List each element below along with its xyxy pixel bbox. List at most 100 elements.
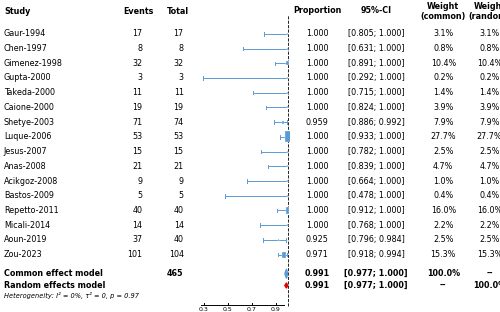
Text: Micali-2014: Micali-2014 [4, 221, 50, 230]
Text: 3.1%: 3.1% [433, 29, 454, 38]
Text: 53: 53 [132, 132, 142, 141]
Text: Gaur-1994: Gaur-1994 [4, 29, 46, 38]
Bar [287, 47, 288, 50]
Text: 10.4%: 10.4% [477, 59, 500, 68]
Text: 101: 101 [127, 250, 142, 259]
Text: 0.971: 0.971 [306, 250, 328, 259]
Text: Caione-2000: Caione-2000 [4, 103, 55, 112]
Text: 15.3%: 15.3% [477, 250, 500, 259]
Text: [0.933; 1.000]: [0.933; 1.000] [348, 132, 405, 141]
Text: 10.4%: 10.4% [430, 59, 456, 68]
Text: [0.891; 1.000]: [0.891; 1.000] [348, 59, 405, 68]
Text: 1.000: 1.000 [306, 221, 328, 230]
Text: 17: 17 [174, 29, 184, 38]
Text: Heterogeneity: I² = 0%, τ² = 0, p = 0.97: Heterogeneity: I² = 0%, τ² = 0, p = 0.97 [4, 292, 139, 299]
Text: 1.000: 1.000 [306, 59, 328, 68]
Text: Zou-2023: Zou-2023 [4, 250, 43, 259]
Text: 1.0%: 1.0% [480, 177, 500, 186]
Text: Total: Total [166, 7, 189, 16]
Bar [286, 61, 288, 66]
Text: 2.2%: 2.2% [479, 221, 500, 230]
Text: 71: 71 [132, 118, 142, 127]
Text: [0.782; 1.000]: [0.782; 1.000] [348, 147, 405, 156]
Text: 0.4%: 0.4% [433, 191, 454, 200]
Bar [287, 77, 288, 79]
Text: 1.000: 1.000 [306, 206, 328, 215]
Text: 2.2%: 2.2% [433, 221, 454, 230]
Bar [287, 151, 288, 153]
Text: 8: 8 [137, 44, 142, 53]
Text: 1.000: 1.000 [306, 147, 328, 156]
Text: 14: 14 [132, 221, 142, 230]
Text: 11: 11 [132, 88, 142, 97]
Text: Proportion: Proportion [293, 6, 342, 15]
Text: 32: 32 [132, 59, 142, 68]
Text: Weight
(random): Weight (random) [468, 2, 500, 22]
Text: 2.5%: 2.5% [479, 235, 500, 244]
Bar [282, 120, 284, 124]
Text: Anas-2008: Anas-2008 [4, 162, 46, 171]
Text: 1.000: 1.000 [306, 74, 328, 82]
Text: [0.631; 1.000]: [0.631; 1.000] [348, 44, 405, 53]
Text: 19: 19 [174, 103, 184, 112]
Text: 21: 21 [174, 162, 184, 171]
Text: 74: 74 [174, 118, 184, 127]
Text: 1.000: 1.000 [306, 103, 328, 112]
Text: 0.991: 0.991 [304, 281, 330, 290]
Text: 1.000: 1.000 [306, 132, 328, 141]
Text: [0.715; 1.000]: [0.715; 1.000] [348, 88, 405, 97]
Text: 0.991: 0.991 [304, 269, 330, 278]
Text: Acikgoz-2008: Acikgoz-2008 [4, 177, 58, 186]
Text: 0.925: 0.925 [306, 235, 328, 244]
Polygon shape [285, 269, 288, 278]
Text: 1.000: 1.000 [306, 44, 328, 53]
Text: 95%-CI: 95%-CI [360, 6, 392, 15]
Text: Aoun-2019: Aoun-2019 [4, 235, 48, 244]
Text: 5: 5 [137, 191, 142, 200]
Text: 40: 40 [132, 206, 142, 215]
Text: 7.9%: 7.9% [479, 118, 500, 127]
Text: 40: 40 [174, 206, 184, 215]
Text: 15: 15 [132, 147, 142, 156]
Text: Gupta-2000: Gupta-2000 [4, 74, 52, 82]
Text: [0.977; 1.000]: [0.977; 1.000] [344, 269, 408, 278]
Text: [0.478; 1.000]: [0.478; 1.000] [348, 191, 405, 200]
Text: --: -- [440, 281, 446, 290]
Text: 11: 11 [174, 88, 184, 97]
Text: 7.9%: 7.9% [433, 118, 454, 127]
Polygon shape [285, 283, 288, 288]
Text: 15.3%: 15.3% [430, 250, 456, 259]
Text: 16.0%: 16.0% [430, 206, 456, 215]
Text: 9: 9 [178, 177, 184, 186]
Text: Study: Study [4, 7, 30, 16]
Text: 2.5%: 2.5% [479, 147, 500, 156]
Bar [284, 131, 290, 143]
Text: 21: 21 [132, 162, 142, 171]
Text: 14: 14 [174, 221, 184, 230]
Text: 4.7%: 4.7% [433, 162, 454, 171]
Text: 0.8%: 0.8% [480, 44, 500, 53]
Text: [0.886; 0.992]: [0.886; 0.992] [348, 118, 405, 127]
Text: Shetye-2003: Shetye-2003 [4, 118, 55, 127]
Text: 1.4%: 1.4% [433, 88, 454, 97]
Text: 3: 3 [178, 74, 184, 82]
Text: 8: 8 [178, 44, 184, 53]
Text: 3.9%: 3.9% [433, 103, 454, 112]
Text: 0.4%: 0.4% [480, 191, 500, 200]
Text: 0.5: 0.5 [222, 307, 232, 312]
Text: 3.9%: 3.9% [480, 103, 500, 112]
Text: 1.000: 1.000 [306, 191, 328, 200]
Text: 1.000: 1.000 [306, 29, 328, 38]
Text: Repetto-2011: Repetto-2011 [4, 206, 59, 215]
Text: 0.3: 0.3 [198, 307, 208, 312]
Bar [286, 207, 290, 214]
Text: [0.918; 0.994]: [0.918; 0.994] [348, 250, 405, 259]
Text: 0.2%: 0.2% [433, 74, 454, 82]
Text: 1.000: 1.000 [306, 88, 328, 97]
Text: [0.839; 1.000]: [0.839; 1.000] [348, 162, 405, 171]
Text: 53: 53 [174, 132, 184, 141]
Text: Gimenez-1998: Gimenez-1998 [4, 59, 63, 68]
Text: 9: 9 [137, 177, 142, 186]
Text: [0.292; 1.000]: [0.292; 1.000] [348, 74, 405, 82]
Text: Weight
(common): Weight (common) [420, 2, 466, 22]
